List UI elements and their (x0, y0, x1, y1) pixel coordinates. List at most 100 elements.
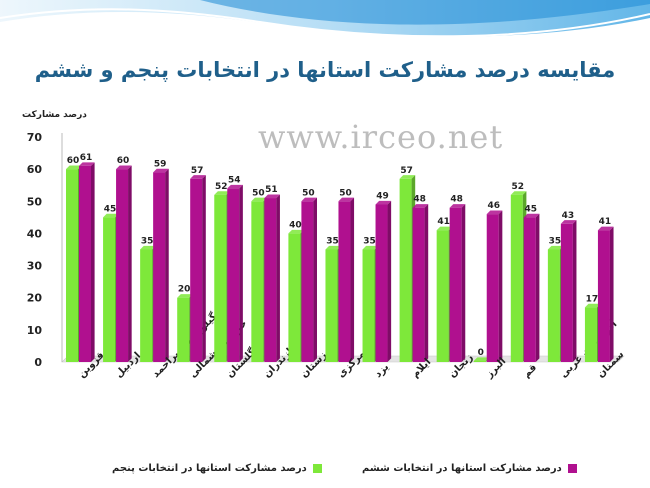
bar-fifth-top (66, 165, 82, 170)
bar-sixth-top (449, 204, 466, 208)
legend-item-sixth: درصد مشارکت استانها در انتخابات ششم (362, 463, 577, 474)
bar-sixth-side (387, 200, 392, 362)
bar-sixth-top (79, 162, 95, 166)
bar-fifth-top (399, 175, 416, 179)
x-tick-label: یزد (373, 361, 392, 380)
y-tick-label: 50 (27, 195, 43, 208)
bar-sixth-top (338, 197, 355, 202)
watermark-text: www.irceo.net (258, 118, 504, 156)
legend-item-fifth: درصد مشارکت استانها در انتخابات پنجم (112, 463, 322, 474)
bar-fifth-label: 52 (215, 182, 228, 192)
bar-sixth-label: 50 (302, 188, 315, 198)
bar-sixth (412, 207, 425, 362)
bar-sixth-side (609, 226, 614, 362)
bar-fifth-label: 35 (363, 237, 376, 247)
bar-sixth-side (424, 204, 429, 362)
bar-sixth-side (202, 175, 206, 362)
y-tick-label: 40 (27, 227, 43, 240)
bar-fifth-top (362, 245, 379, 250)
bar-sixth-top (412, 204, 429, 208)
bar-sixth-top (190, 175, 206, 179)
bar-sixth (597, 230, 610, 362)
bar-sixth (227, 188, 240, 362)
bar-sixth-top (264, 194, 280, 199)
bar-fifth-label: 0 (478, 348, 484, 358)
bar-sixth-label: 50 (339, 188, 352, 198)
bar-fifth (214, 194, 227, 362)
bar-sixth (190, 178, 203, 362)
bar-fifth (584, 307, 597, 362)
bar-fifth-top (325, 245, 342, 250)
bar-sixth (79, 165, 91, 362)
bar-sixth-label: 48 (450, 195, 463, 205)
bar-fifth (103, 217, 116, 362)
bar-fifth-label: 17 (586, 294, 599, 304)
bar-sixth-label: 43 (562, 211, 575, 221)
bar-sixth-top (560, 220, 577, 224)
bar-fifth (251, 201, 264, 362)
bar-fifth-top (177, 294, 193, 298)
bar-fifth-top (103, 213, 119, 218)
bar-sixth-label: 48 (413, 195, 426, 205)
bar-sixth-side (350, 197, 355, 362)
bar-sixth-top (375, 200, 392, 205)
bar-fifth-label: 52 (512, 182, 525, 192)
bar-fifth-label: 57 (400, 166, 413, 176)
bar-fifth (362, 249, 375, 362)
bar-fifth-top (436, 226, 453, 231)
bar-sixth-label: 45 (525, 204, 538, 214)
bar-sixth-label: 41 (599, 217, 612, 227)
bar-fifth-label: 35 (549, 237, 562, 247)
bar-fifth-label: 35 (141, 237, 154, 247)
bar-sixth (153, 172, 166, 362)
bar-sixth (486, 214, 499, 362)
bar-sixth-label: 54 (228, 175, 241, 185)
bar-fifth (140, 249, 153, 362)
bar-fifth-label: 20 (178, 285, 191, 295)
bar-fifth-label: 40 (289, 220, 302, 230)
bar-fifth-top (510, 191, 527, 195)
bar-fifth-top (251, 197, 267, 202)
y-tick-label: 20 (27, 292, 43, 305)
bar-sixth-side (128, 165, 132, 362)
bar-fifth (436, 230, 449, 362)
legend-label-sixth: درصد مشارکت استانها در انتخابات ششم (362, 463, 562, 474)
bar-sixth-top (153, 168, 169, 173)
bar-fifth (399, 178, 412, 362)
bar-fifth-top (473, 357, 490, 361)
bar-fifth (288, 233, 301, 362)
bar-sixth (338, 201, 351, 362)
bar-sixth-label: 51 (265, 185, 278, 195)
bar-sixth-side (535, 213, 540, 362)
y-tick-label: 30 (27, 260, 43, 273)
legend-label-fifth: درصد مشارکت استانها در انتخابات پنجم (112, 463, 307, 474)
bar-sixth (449, 207, 462, 362)
bar-sixth-side (461, 204, 466, 362)
bar-fifth-label: 60 (67, 156, 80, 166)
bar-sixth-label: 46 (487, 201, 500, 211)
bar-sixth-top (227, 184, 243, 189)
bar-sixth (116, 169, 129, 362)
bar-sixth-label: 59 (154, 159, 167, 169)
bar-fifth-top (288, 229, 304, 234)
bar-sixth-label: 49 (376, 192, 389, 202)
bar-sixth-top (116, 165, 132, 170)
bar-sixth-top (597, 226, 614, 231)
bar-sixth (264, 198, 277, 362)
bar-sixth-side (572, 220, 577, 362)
y-tick-label: 10 (27, 324, 43, 337)
bar-fifth (325, 249, 338, 362)
legend-swatch-green (312, 464, 322, 473)
bar-fifth (473, 361, 486, 362)
bar-sixth-top (486, 210, 503, 215)
bar-sixth-side (165, 168, 169, 362)
y-axis-label: درصد مشارکت (22, 110, 87, 120)
bar-fifth-label: 50 (252, 188, 265, 198)
bar-fifth-top (214, 191, 230, 195)
bar-fifth-top (547, 245, 564, 250)
bar-sixth-side (498, 210, 503, 362)
bar-sixth-label: 57 (191, 166, 204, 176)
bar-sixth-side (276, 194, 280, 362)
bar-fifth-top (140, 245, 156, 250)
